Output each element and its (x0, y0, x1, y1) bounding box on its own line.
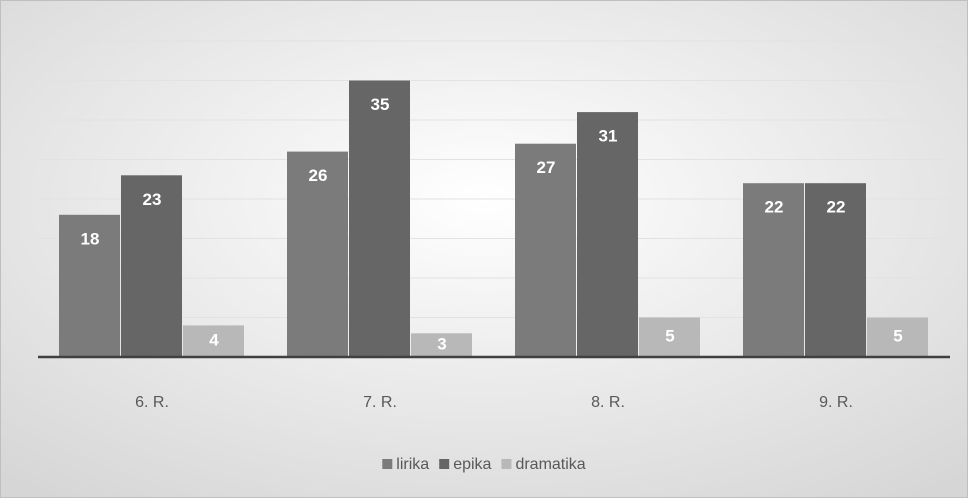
legend-swatch (501, 459, 512, 469)
x-tick-label: 7. R. (363, 394, 397, 411)
bar (121, 175, 182, 357)
legend-swatch (382, 459, 393, 469)
x-tick-label: 8. R. (591, 394, 625, 411)
data-label: 23 (143, 190, 162, 209)
bar (577, 112, 638, 357)
bar (515, 143, 576, 357)
data-label: 35 (371, 95, 390, 114)
data-label: 18 (81, 229, 100, 248)
legend-label: dramatika (515, 456, 585, 473)
bar (59, 214, 120, 357)
data-label: 27 (537, 158, 556, 177)
data-label: 4 (209, 331, 219, 350)
bar (743, 183, 804, 357)
data-label: 5 (665, 327, 674, 346)
bar (411, 333, 472, 357)
bar (349, 80, 410, 357)
x-tick-label: 6. R. (135, 394, 169, 411)
data-label: 22 (765, 198, 784, 217)
bar (639, 317, 700, 357)
data-label: 3 (437, 335, 446, 354)
data-label: 26 (309, 166, 328, 185)
bar (287, 151, 348, 357)
legend-swatch (439, 459, 450, 469)
bar (183, 325, 244, 357)
x-tick-label: 9. R. (819, 394, 853, 411)
bar (805, 183, 866, 357)
bar (867, 317, 928, 357)
data-label: 5 (893, 327, 902, 346)
data-label: 22 (827, 198, 846, 217)
data-label: 31 (599, 127, 618, 146)
legend-label: epika (453, 456, 491, 473)
legend-label: lirika (396, 456, 429, 473)
